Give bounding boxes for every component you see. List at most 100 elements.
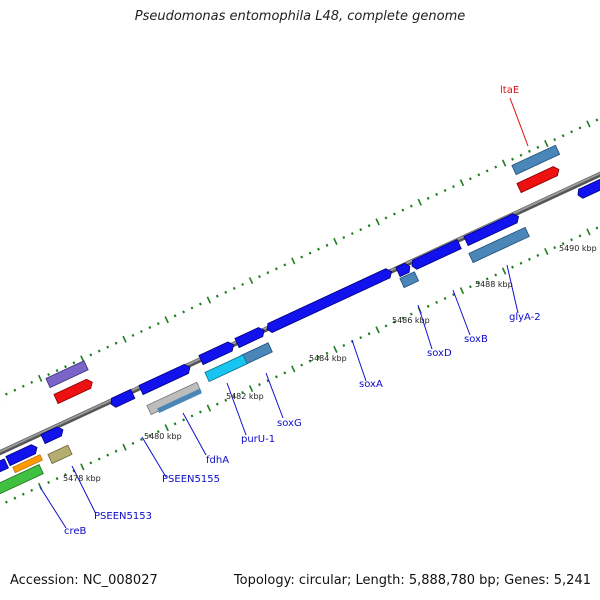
tick-minor	[173, 422, 177, 426]
gene-features	[0, 144, 600, 497]
tick-major	[206, 404, 212, 412]
tick-minor	[4, 500, 8, 504]
tick-minor	[570, 130, 574, 134]
tick-minor	[114, 341, 118, 345]
topology-text: Topology: circular; Length: 5,888,780 bp…	[233, 573, 591, 588]
tick-minor	[106, 345, 110, 349]
tick-major	[291, 257, 296, 265]
gene-label-PSEEN5155: PSEEN5155	[162, 474, 220, 485]
tick-minor	[342, 235, 346, 240]
tick-major	[459, 287, 465, 295]
tick-minor	[300, 363, 304, 367]
gene-arrow-PSEEN5155	[138, 363, 191, 396]
tick-minor	[519, 153, 523, 157]
tick-minor	[308, 359, 312, 363]
tick-minor	[435, 300, 439, 304]
tick-minor	[274, 267, 278, 271]
tick-minor	[266, 271, 270, 275]
tick-major	[291, 365, 296, 373]
tick-minor	[443, 188, 447, 193]
gene-purple	[45, 360, 89, 389]
tick-minor	[139, 329, 143, 333]
tick-minor	[435, 192, 439, 196]
tick-major	[501, 267, 507, 275]
tick-major	[206, 296, 212, 304]
gene-creB-green	[0, 464, 44, 497]
tick-minor	[561, 242, 565, 246]
tick-minor	[283, 371, 287, 375]
tick-minor	[21, 384, 25, 388]
gene-glyA-2	[468, 226, 530, 264]
tick-minor	[452, 293, 455, 297]
tick-minor	[198, 302, 202, 306]
tick-minor	[182, 418, 186, 422]
gene-label-fdhA: fdhA	[206, 455, 229, 466]
label-leaders	[39, 97, 529, 529]
tick-minor	[494, 273, 498, 277]
tick-minor	[258, 383, 261, 387]
gene-arrow-purU-1	[234, 327, 265, 349]
tick-minor	[55, 477, 59, 481]
tick-major	[417, 198, 422, 206]
tick-minor	[401, 208, 405, 212]
tick-minor	[553, 138, 557, 142]
tick-minor	[485, 169, 489, 173]
gene-label-ltaE: ltaE	[500, 85, 519, 96]
tick-minor	[350, 232, 354, 236]
gene-ltaE	[511, 144, 561, 176]
tick-minor	[325, 351, 329, 355]
tick-minor	[215, 402, 219, 406]
tick-minor	[300, 255, 304, 259]
tick-major	[586, 120, 591, 128]
tick-minor	[325, 243, 329, 247]
gene-PSEEN5153-olive	[47, 444, 73, 465]
tick-minor	[527, 257, 531, 261]
tick-minor	[21, 492, 25, 496]
kbp-label: 5490 kbp	[559, 244, 597, 253]
kbp-label: 5478 kbp	[63, 474, 101, 483]
kbp-label: 5488 kbp	[475, 280, 513, 289]
tick-major	[544, 247, 549, 256]
tick-minor	[553, 246, 557, 250]
tick-minor	[426, 196, 430, 200]
tick-minor	[384, 324, 388, 328]
gene-arrow-soxB	[411, 239, 462, 270]
gene-label-creB: creB	[64, 526, 87, 537]
gene-purU-1-cyan	[204, 354, 248, 383]
tick-minor	[595, 226, 599, 230]
accession-text: Accession: NC_008027	[10, 573, 158, 588]
tick-minor	[139, 437, 143, 441]
tick-major	[501, 159, 507, 167]
tick-minor	[241, 282, 245, 286]
tick-minor	[224, 398, 228, 402]
tick-minor	[308, 251, 312, 255]
tick-minor	[182, 310, 186, 314]
gene-arrow-fdhA-top	[198, 341, 235, 366]
gene-red-right	[516, 166, 560, 194]
tick-minor	[148, 433, 152, 438]
tick-minor	[317, 247, 320, 251]
tick-marks	[0, 118, 599, 509]
gene-orange	[12, 454, 43, 474]
gene-arrow-glyA-2-top	[463, 213, 520, 247]
tick-minor	[131, 333, 135, 337]
gene-label-soxB: soxB	[464, 334, 488, 345]
tick-minor	[468, 177, 472, 181]
tick-major	[333, 345, 338, 353]
gene-label-soxD: soxD	[427, 348, 452, 359]
tick-minor	[359, 336, 363, 340]
tick-minor	[215, 294, 219, 298]
tick-minor	[519, 261, 523, 265]
kbp-labels: 5478 kbp 5480 kbp 5482 kbp 5484 kbp 5486…	[63, 244, 597, 483]
tick-minor	[393, 212, 396, 216]
tick-major	[375, 218, 380, 226]
tick-minor	[536, 145, 540, 149]
tick-minor	[232, 394, 236, 398]
tick-major	[459, 179, 465, 187]
tick-minor	[384, 216, 388, 220]
tick-minor	[409, 204, 413, 208]
tick-minor	[30, 488, 34, 492]
tick-major	[248, 385, 254, 393]
gene-red-left	[53, 378, 93, 405]
